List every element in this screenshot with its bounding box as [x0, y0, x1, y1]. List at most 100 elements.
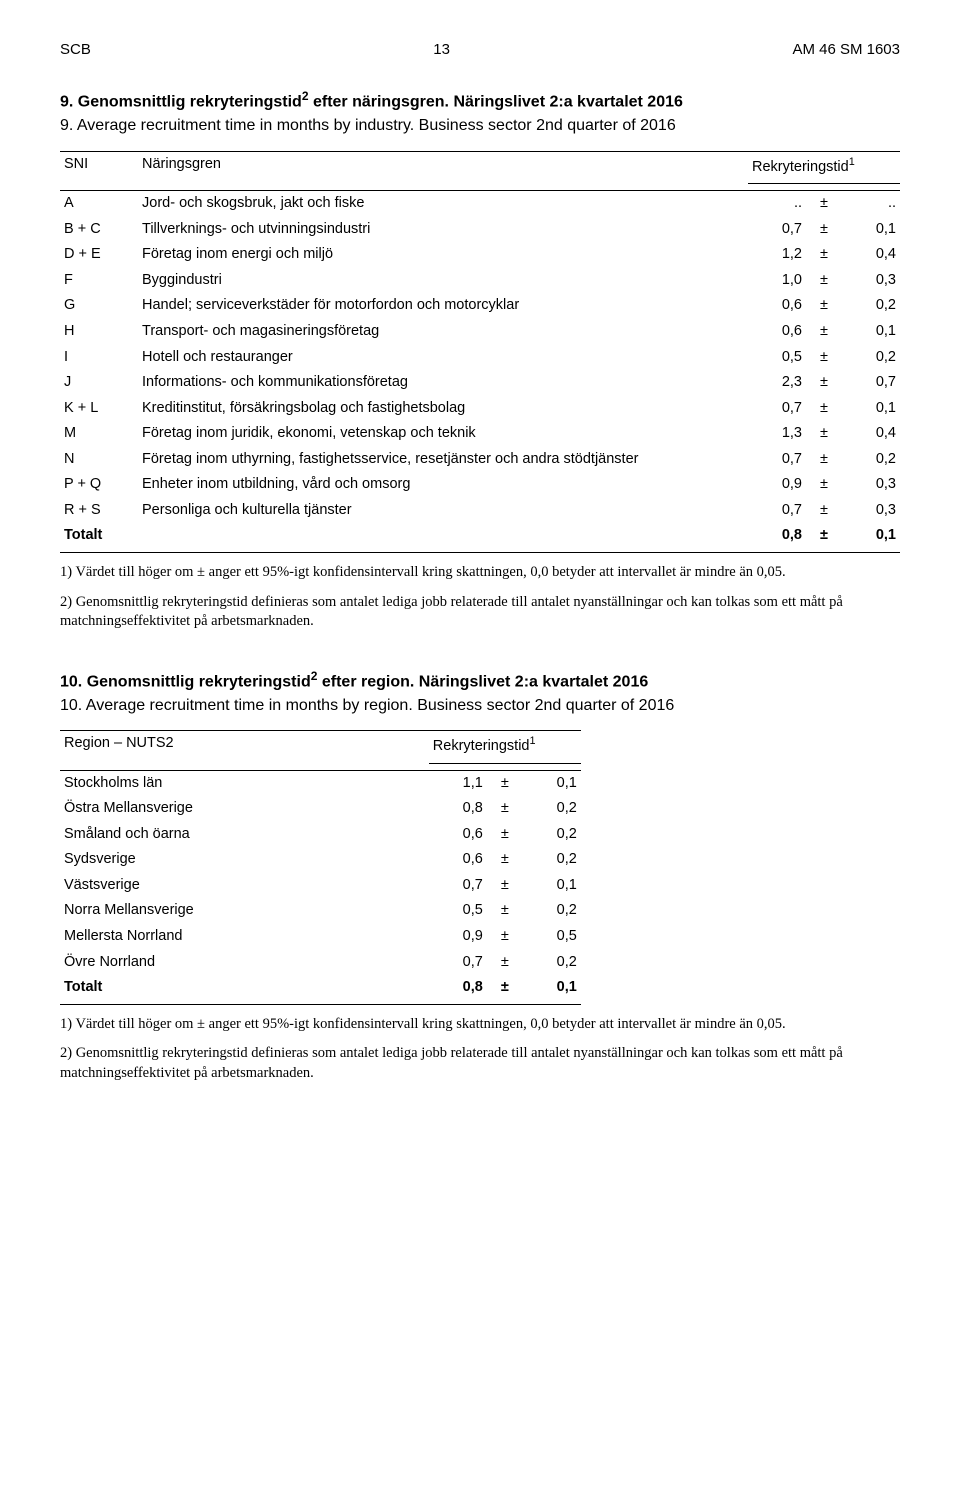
cell-val: 0,6 — [429, 847, 487, 873]
cell-pm: ± — [806, 345, 842, 371]
table-section9: SNI Näringsgren Rekryteringstid1 AJord- … — [60, 151, 900, 553]
cell-region: Småland och öarna — [60, 822, 429, 848]
cell-pm: ± — [487, 770, 523, 796]
cell-pm: ± — [806, 191, 842, 217]
cell-sni: Totalt — [60, 523, 138, 552]
cell-label: Transport- och magasineringsföretag — [138, 319, 748, 345]
section10-title-sv-pre: 10. Genomsnittlig rekryteringstid — [60, 673, 311, 690]
cell-label: Företag inom energi och miljö — [138, 242, 748, 268]
cell-ci: 0,3 — [842, 472, 900, 498]
cell-sni: P + Q — [60, 472, 138, 498]
cell-val: 0,8 — [748, 523, 806, 552]
cell-val: 0,5 — [429, 898, 487, 924]
cell-pm: ± — [806, 421, 842, 447]
table-row: FByggindustri1,0±0,3 — [60, 268, 900, 294]
header-left: SCB — [60, 40, 91, 60]
cell-val: 2,3 — [748, 370, 806, 396]
cell-sni: B + C — [60, 217, 138, 243]
table-row: Västsverige0,7±0,1 — [60, 873, 581, 899]
cell-val: 0,5 — [748, 345, 806, 371]
cell-region: Övre Norrland — [60, 950, 429, 976]
cell-ci: 0,7 — [842, 370, 900, 396]
cell-label: Hotell och restauranger — [138, 345, 748, 371]
table-row: AJord- och skogsbruk, jakt och fiske..±.… — [60, 191, 900, 217]
cell-ci: 0,2 — [523, 898, 581, 924]
col-naring: Näringsgren — [138, 151, 748, 183]
cell-pm: ± — [487, 924, 523, 950]
header-right: AM 46 SM 1603 — [792, 40, 900, 60]
cell-val: 0,6 — [748, 319, 806, 345]
cell-region: Sydsverige — [60, 847, 429, 873]
cell-ci: 0,3 — [842, 268, 900, 294]
cell-val: 0,8 — [429, 796, 487, 822]
cell-sni: M — [60, 421, 138, 447]
cell-sni: G — [60, 293, 138, 319]
cell-pm: ± — [806, 447, 842, 473]
cell-sni: A — [60, 191, 138, 217]
cell-sni: R + S — [60, 498, 138, 524]
footnote-1b: 1) Värdet till höger om ± anger ett 95%-… — [60, 1015, 900, 1035]
cell-region: Totalt — [60, 975, 429, 1004]
section10-title-en: 10. Average recruitment time in months b… — [60, 695, 900, 717]
table-row: Östra Mellansverige0,8±0,2 — [60, 796, 581, 822]
cell-ci: 0,4 — [842, 242, 900, 268]
cell-label: Byggindustri — [138, 268, 748, 294]
cell-ci: 0,2 — [523, 950, 581, 976]
cell-val: 0,7 — [748, 447, 806, 473]
cell-pm: ± — [806, 523, 842, 552]
cell-ci: 0,2 — [523, 847, 581, 873]
cell-region: Västsverige — [60, 873, 429, 899]
section9-title-sv-sup: 2 — [302, 89, 309, 103]
table-row: B + CTillverknings- och utvinningsindust… — [60, 217, 900, 243]
cell-label: Företag inom uthyrning, fastighetsservic… — [138, 447, 748, 473]
cell-pm: ± — [806, 472, 842, 498]
cell-pm: ± — [487, 796, 523, 822]
cell-pm: ± — [487, 975, 523, 1004]
cell-pm: ± — [487, 873, 523, 899]
cell-pm: ± — [806, 498, 842, 524]
table-row: D + EFöretag inom energi och miljö1,2±0,… — [60, 242, 900, 268]
table-row: P + QEnheter inom utbildning, vård och o… — [60, 472, 900, 498]
table-row: Norra Mellansverige0,5±0,2 — [60, 898, 581, 924]
col-sni: SNI — [60, 151, 138, 183]
col-region: Region – NUTS2 — [60, 731, 429, 763]
table-row: R + SPersonliga och kulturella tjänster 0… — [60, 498, 900, 524]
cell-pm: ± — [487, 822, 523, 848]
cell-pm: ± — [806, 396, 842, 422]
cell-label — [138, 523, 748, 552]
footnote-2a: 2) Genomsnittlig rekryteringstid definie… — [60, 593, 900, 632]
cell-ci: 0,1 — [523, 975, 581, 1004]
cell-pm: ± — [806, 268, 842, 294]
section10-title-sv: 10. Genomsnittlig rekryteringstid2 efter… — [60, 668, 900, 693]
cell-ci: 0,2 — [842, 345, 900, 371]
table-row: Övre Norrland0,7±0,2 — [60, 950, 581, 976]
cell-pm: ± — [806, 217, 842, 243]
cell-pm: ± — [487, 847, 523, 873]
cell-sni: H — [60, 319, 138, 345]
cell-pm: ± — [806, 319, 842, 345]
cell-label: Handel; serviceverkstäder för motorfordo… — [138, 293, 748, 319]
cell-ci: 0,1 — [523, 770, 581, 796]
table-section10: Region – NUTS2 Rekryteringstid1 Stockhol… — [60, 730, 581, 1004]
cell-val: 0,7 — [429, 950, 487, 976]
table-row: Småland och öarna0,6±0,2 — [60, 822, 581, 848]
cell-label: Personliga och kulturella tjänster — [138, 498, 748, 524]
cell-val: 0,6 — [748, 293, 806, 319]
section9-title-en: 9. Average recruitment time in months by… — [60, 115, 900, 137]
cell-ci: 0,5 — [523, 924, 581, 950]
cell-label: Företag inom juridik, ekonomi, vetenskap… — [138, 421, 748, 447]
cell-val: 0,6 — [429, 822, 487, 848]
table-row: Sydsverige0,6±0,2 — [60, 847, 581, 873]
cell-ci: 0,3 — [842, 498, 900, 524]
table-row: HTransport- och magasineringsföretag0,6±… — [60, 319, 900, 345]
cell-label: Informations- och kommunikationsföretag — [138, 370, 748, 396]
cell-val: 0,9 — [748, 472, 806, 498]
table-row-total: Totalt0,8±0,1 — [60, 523, 900, 552]
cell-label: Tillverknings- och utvinningsindustri — [138, 217, 748, 243]
cell-sni: D + E — [60, 242, 138, 268]
cell-region: Östra Mellansverige — [60, 796, 429, 822]
table-row: NFöretag inom uthyrning, fastighetsservi… — [60, 447, 900, 473]
cell-val: 1,1 — [429, 770, 487, 796]
cell-val: 1,3 — [748, 421, 806, 447]
cell-val: 0,9 — [429, 924, 487, 950]
